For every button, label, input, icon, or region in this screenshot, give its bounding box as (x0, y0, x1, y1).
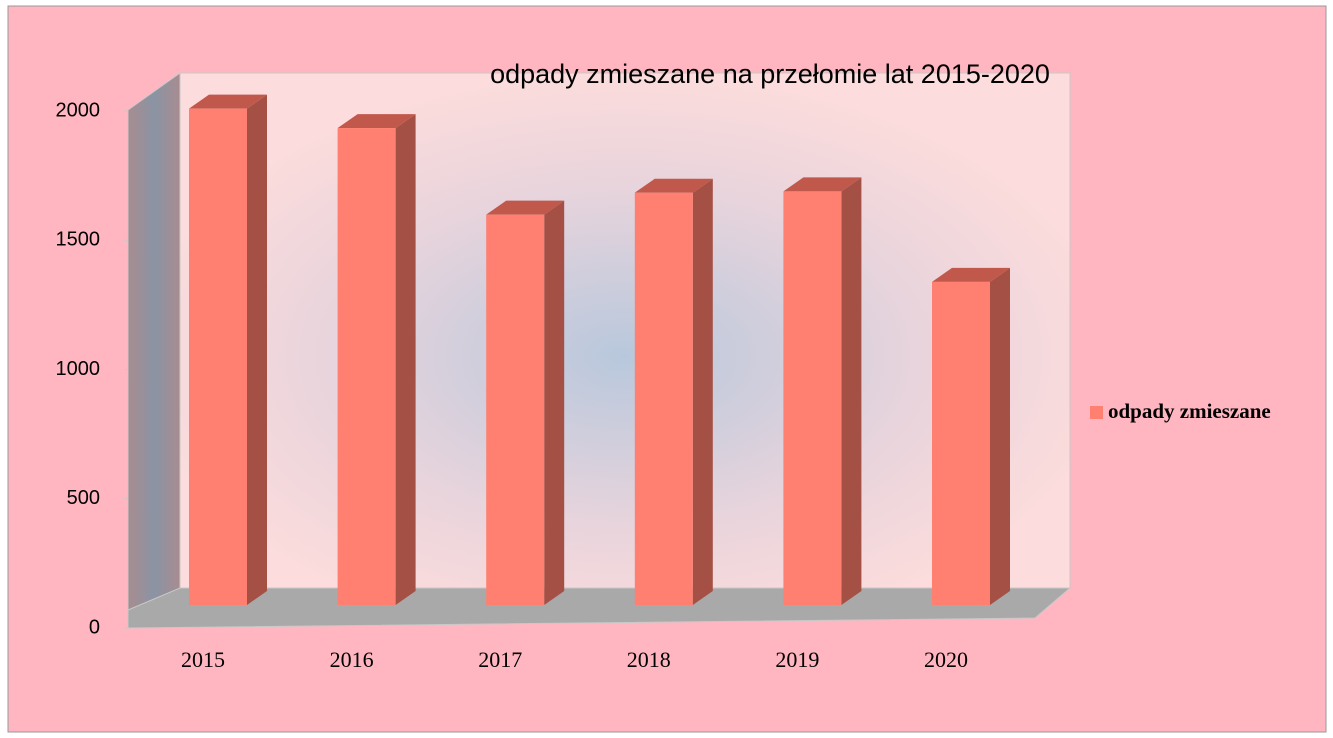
bar (189, 108, 247, 606)
bar (783, 191, 842, 605)
y-tick-label: 0 (89, 616, 100, 638)
bar (337, 128, 396, 605)
bar-side (990, 267, 1010, 605)
legend-swatch (1090, 406, 1103, 419)
bar (634, 192, 693, 605)
x-tick-label: 2016 (330, 647, 374, 672)
x-tick-label: 2017 (478, 647, 522, 672)
y-tick-label: 500 (67, 487, 100, 509)
bar-side (841, 177, 862, 605)
y-tick-label: 1500 (56, 229, 101, 251)
x-tick-label: 2015 (181, 647, 225, 672)
y-tick-label: 2000 (56, 99, 101, 121)
bar (486, 214, 545, 606)
bar-side (247, 94, 267, 606)
side-wall (127, 72, 181, 630)
bar-side (395, 114, 416, 605)
bar-side (692, 178, 713, 605)
chart-title: odpady zmieszane na przełomie lat 2015-2… (490, 59, 1050, 89)
bar-top (932, 267, 1010, 282)
bar (932, 281, 990, 605)
legend-label: odpady zmieszane (1108, 399, 1271, 423)
x-tick-label: 2020 (924, 647, 968, 672)
x-tick-label: 2018 (627, 647, 671, 672)
back-wall (179, 72, 1071, 589)
y-tick-label: 1000 (56, 358, 101, 380)
bar-top (486, 200, 565, 215)
bar-top (634, 178, 713, 193)
bar-top (189, 94, 267, 109)
plot: 0 500 1000 1500 2000 2015 2016 2017 2018 2019 2020… (56, 94, 1271, 672)
bar-top (783, 177, 862, 192)
x-tick-label: 2019 (775, 647, 819, 672)
bar-top (337, 114, 416, 129)
bar-side (544, 200, 565, 606)
